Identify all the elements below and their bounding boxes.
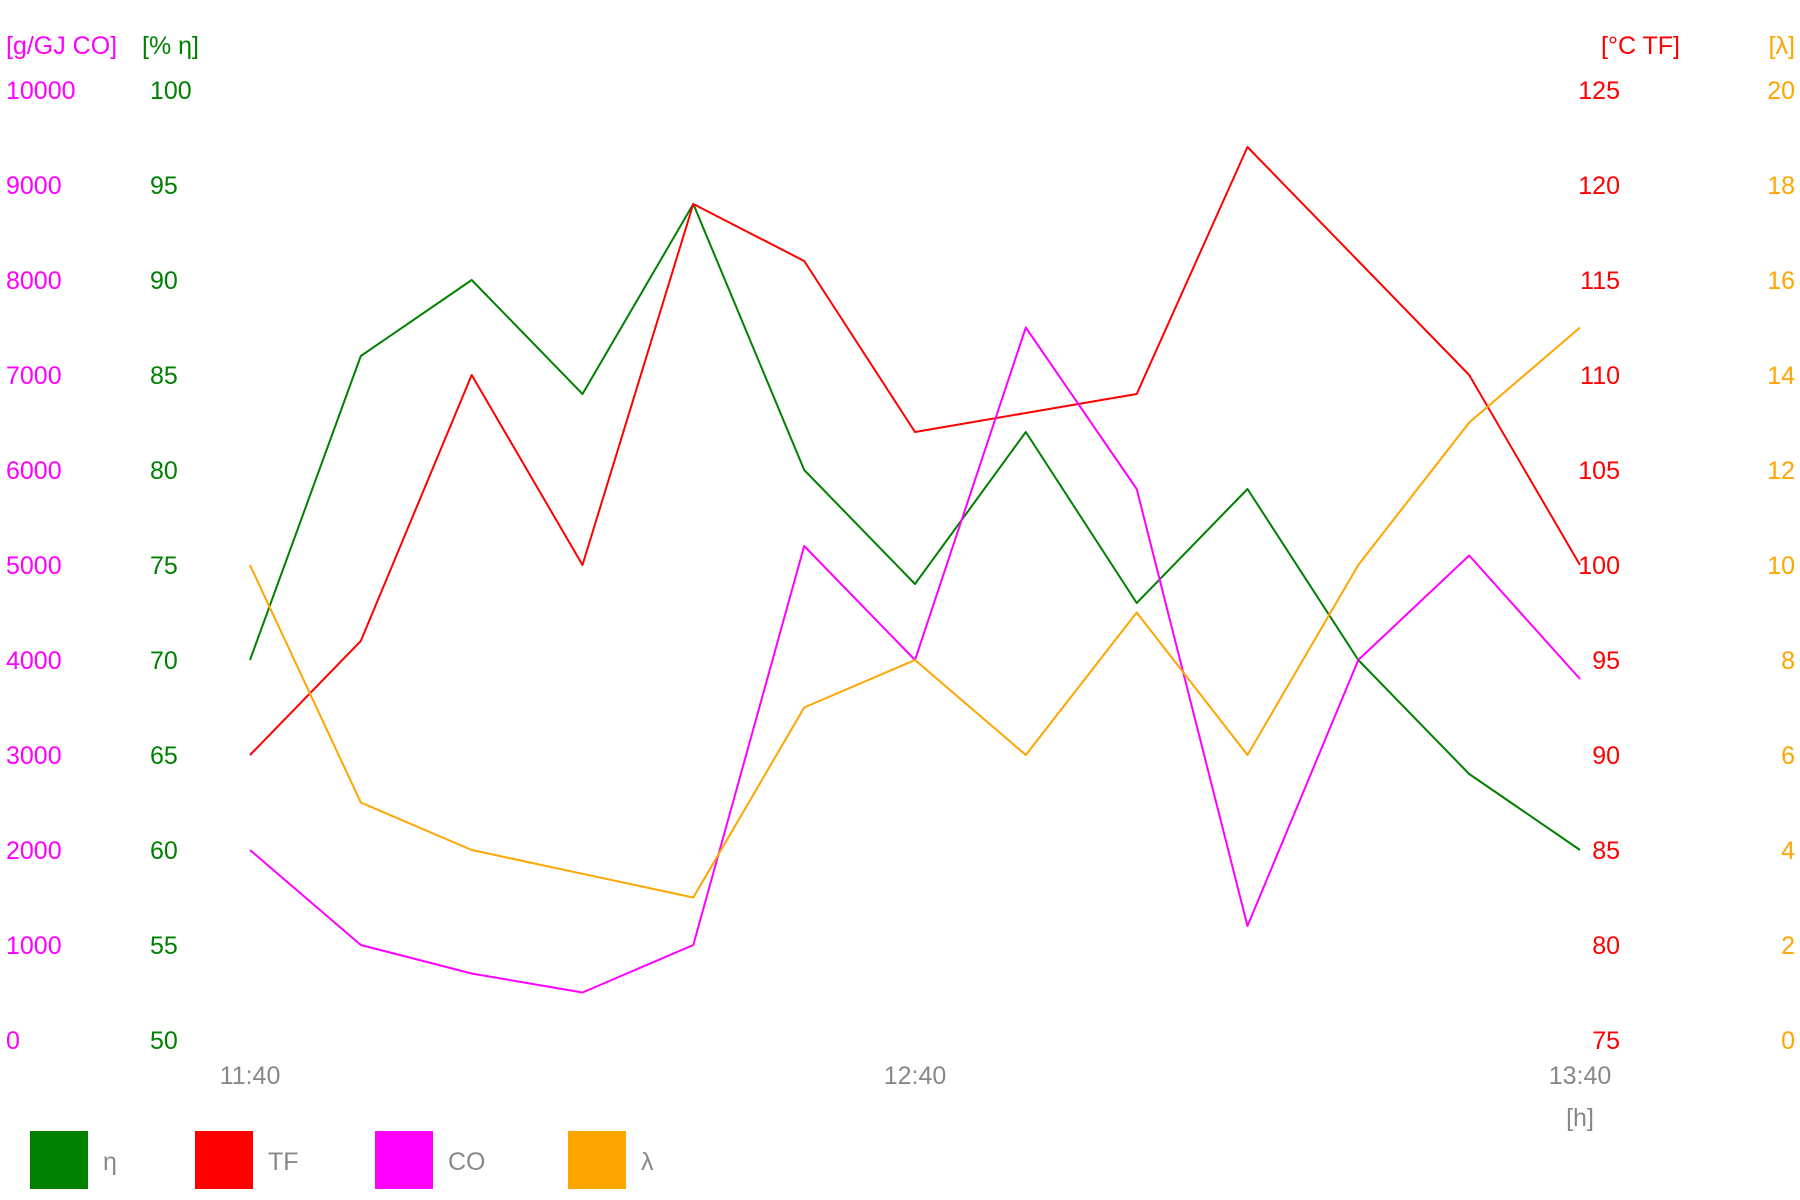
tick-label-tf: 120 [1578,172,1620,200]
tick-label-eta: 70 [150,647,178,675]
tick-label-co: 5000 [6,552,62,580]
tick-label-tf: 125 [1578,77,1620,105]
tick-label-lambda: 10 [1767,552,1795,580]
tick-label-lambda: 20 [1767,77,1795,105]
tick-label-tf: 115 [1580,267,1620,295]
legend-swatch-tf [195,1131,253,1189]
tick-label-eta: 100 [150,77,192,105]
legend-label-eta: η [103,1148,117,1176]
legend-swatch-co [375,1131,433,1189]
tick-label-eta: 55 [150,932,178,960]
tick-label-co: 10000 [6,77,76,105]
series-line-lambda [249,326,1581,899]
tick-label-tf: 80 [1592,932,1620,960]
tick-label-eta: 60 [150,837,178,865]
legend: η TF CO λ [30,1131,654,1189]
legend-label-co: CO [448,1148,486,1176]
tick-label-eta: 80 [150,457,178,485]
axis-label-lambda: [λ] [1769,32,1795,60]
tick-label-lambda: 6 [1781,742,1795,770]
x-tick-label: 11:40 [220,1062,281,1090]
axis-ticks: 0100020003000400050006000700080009000100… [6,77,1795,1055]
tick-label-co: 9000 [6,172,62,200]
tick-label-eta: 50 [150,1027,178,1055]
tick-label-tf: 90 [1592,742,1620,770]
tick-label-co: 3000 [6,742,62,770]
axis-label-co: [g/GJ CO] [6,32,117,60]
series-line-tf [249,146,1581,756]
tick-label-tf: 110 [1580,362,1620,390]
tick-label-tf: 85 [1592,837,1620,865]
legend-label-tf: TF [268,1148,299,1176]
axis-label-eta: [% η] [142,32,199,60]
tick-label-tf: 100 [1578,552,1620,580]
tick-label-co: 4000 [6,647,62,675]
tick-label-co: 0 [6,1027,20,1055]
axis-label-tf: [°C TF] [1601,32,1680,60]
tick-label-co: 7000 [6,362,62,390]
x-axis-unit: [h] [1566,1104,1594,1132]
tick-label-lambda: 8 [1781,647,1795,675]
tick-label-lambda: 2 [1781,932,1795,960]
tick-label-co: 8000 [6,267,62,295]
tick-label-eta: 85 [150,362,178,390]
tick-label-eta: 65 [150,742,178,770]
tick-label-lambda: 16 [1767,267,1795,295]
tick-label-lambda: 4 [1781,837,1795,865]
series-lines [249,146,1581,994]
x-axis: 11:40 12:40 13:40 [h] [220,1062,1612,1132]
tick-label-co: 2000 [6,837,62,865]
tick-label-tf: 95 [1592,647,1620,675]
tick-label-eta: 95 [150,172,178,200]
axis-labels: [g/GJ CO] [% η] [°C TF] [λ] [6,32,1795,60]
tick-label-tf: 105 [1578,457,1620,485]
tick-label-co: 6000 [6,457,62,485]
series-line-eta [249,203,1581,851]
tick-label-lambda: 14 [1767,362,1795,390]
tick-label-tf: 75 [1592,1027,1620,1055]
x-tick-label: 12:40 [884,1062,947,1090]
legend-swatch-lambda [568,1131,626,1189]
tick-label-co: 1000 [6,932,62,960]
x-tick-label: 13:40 [1549,1062,1612,1090]
legend-swatch-eta [30,1131,88,1189]
tick-label-lambda: 12 [1767,457,1795,485]
tick-label-eta: 90 [150,267,178,295]
legend-label-lambda: λ [641,1148,654,1176]
tick-label-eta: 75 [150,552,178,580]
tick-label-lambda: 18 [1767,172,1795,200]
tick-label-lambda: 0 [1781,1027,1795,1055]
